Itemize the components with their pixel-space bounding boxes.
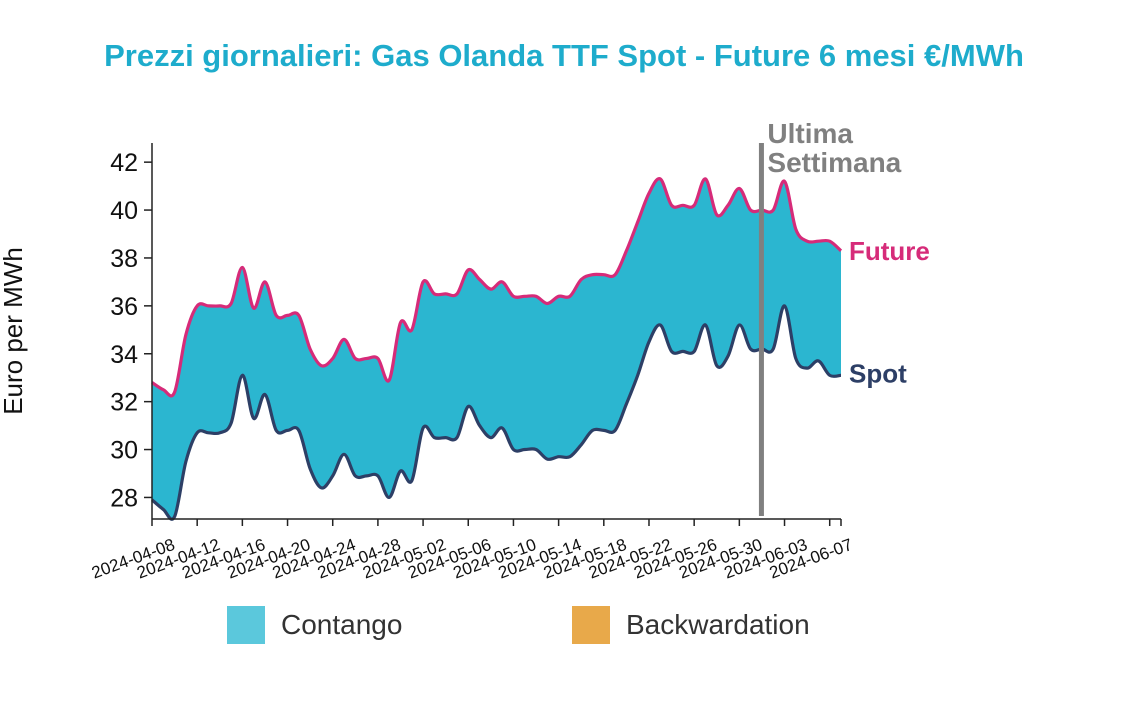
- y-tick-label: 36: [110, 293, 138, 321]
- y-tick-label: 40: [110, 197, 138, 225]
- legend-label-backwardation: Backwardation: [626, 609, 810, 640]
- spot-line: [150, 304, 842, 521]
- y-tick-label: 30: [110, 437, 138, 465]
- annotation-ultima: Ultima: [767, 118, 853, 149]
- series-label-spot: Spot: [849, 358, 907, 388]
- y-tick-label: 42: [110, 149, 138, 177]
- future-line: [151, 177, 843, 398]
- y-tick-label: 32: [110, 389, 138, 417]
- legend-swatch-backwardation: [572, 606, 610, 644]
- chart-title: Prezzi giornalieri: Gas Olanda TTF Spot …: [104, 38, 1024, 73]
- legend-item-backwardation[interactable]: Backwardation: [572, 606, 810, 644]
- contango-area: [152, 178, 841, 520]
- legend-label-contango: Contango: [281, 609, 403, 640]
- annotation-settimana: Settimana: [767, 147, 901, 178]
- y-tick-label: 38: [110, 245, 138, 273]
- y-tick-label: 28: [110, 484, 138, 512]
- legend-swatch-contango: [227, 606, 265, 644]
- legend-item-contango[interactable]: Contango: [227, 606, 402, 644]
- y-tick-label: 34: [110, 341, 138, 369]
- series-label-future: Future: [849, 236, 930, 266]
- y-axis-label: Euro per MWh: [0, 247, 28, 415]
